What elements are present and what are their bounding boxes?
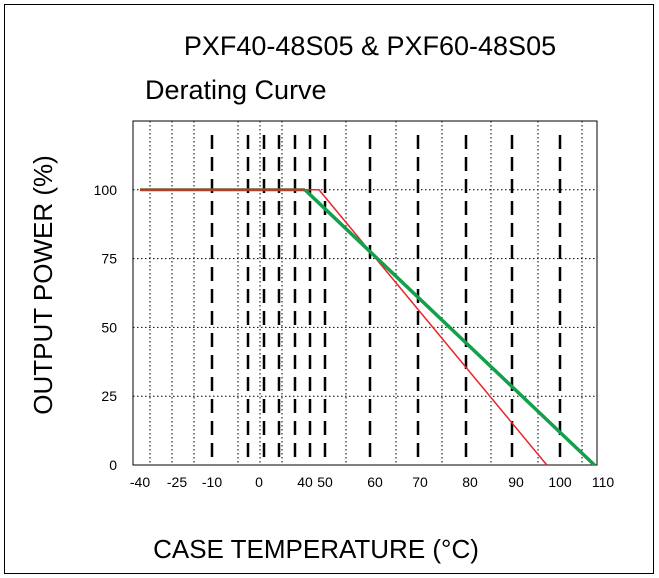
y-tick-label: 100 [94, 182, 118, 198]
y-tick-label: 50 [101, 319, 117, 335]
x-tick-label: 0 [255, 474, 263, 490]
x-tick-label: 110 [592, 474, 615, 490]
y-tick-label: 75 [101, 251, 117, 267]
plot-border [132, 120, 598, 466]
series-line-2 [140, 189, 548, 466]
y-tick-label: 0 [109, 457, 117, 473]
series-line-3 [303, 188, 596, 467]
chart-title-line-2: Derating Curve [145, 75, 327, 105]
chart-frame [4, 4, 654, 574]
chart-title-line-1: PXF40-48S05 & PXF60-48S05 [184, 31, 556, 61]
x-tick-label: 60 [367, 474, 383, 490]
x-tick-label: 90 [508, 474, 524, 490]
x-tick-label: 40 [297, 474, 313, 490]
y-tick-label: 25 [101, 388, 117, 404]
x-tick-label: -25 [167, 474, 187, 490]
x-tick-label: 70 [412, 474, 428, 490]
y-axis-title: OUTPUT POWER (%) [28, 155, 58, 415]
x-axis-title: CASE TEMPERATURE (°C) [153, 534, 479, 564]
x-tick-label: -10 [202, 474, 222, 490]
x-tick-label: 80 [462, 474, 478, 490]
x-tick-label: -40 [130, 474, 150, 490]
x-tick-label: 50 [317, 474, 333, 490]
x-tick-label: 100 [548, 474, 572, 490]
